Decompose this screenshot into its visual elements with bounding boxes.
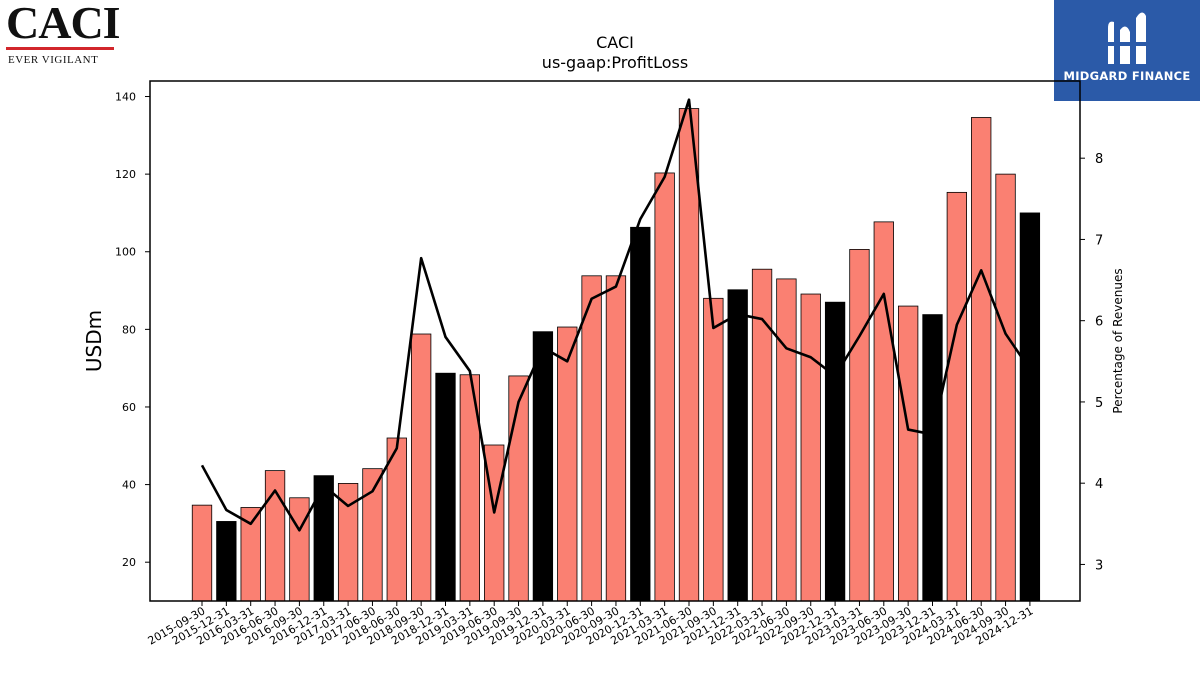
line-layer <box>200 98 1031 532</box>
midgard-mark-icon <box>1106 12 1148 65</box>
bar-2023-09-30 <box>898 305 919 601</box>
bar-2015-12-31 <box>216 521 237 601</box>
y-tick-label-140: 140 <box>115 91 136 104</box>
y2-axis-label: Percentage of Revenues <box>1111 268 1125 413</box>
y-tick-label-120: 120 <box>115 168 136 181</box>
midgard-logo-text: MIDGARD FINANCE <box>1063 69 1191 83</box>
bar-2022-12-31 <box>824 301 846 601</box>
bar-2021-06-30 <box>678 108 700 601</box>
bar-2017-06-30 <box>362 468 383 601</box>
bar-2020-12-31 <box>630 226 651 601</box>
bar-2019-09-30 <box>508 375 529 601</box>
y-tick-label-80: 80 <box>122 323 136 336</box>
y2-tick-label-6: 6 <box>1095 315 1103 330</box>
caci-logo-underline <box>6 47 114 50</box>
y-tick-label-40: 40 <box>122 479 136 492</box>
bar-2021-03-31 <box>654 172 675 601</box>
bar-2018-09-30 <box>410 333 432 601</box>
caci-logo-tagline: EVER VIGILANT <box>8 54 99 66</box>
bar-2023-03-31 <box>849 249 870 601</box>
bar-2017-03-31 <box>337 483 359 601</box>
bar-2024-09-30 <box>995 173 1016 601</box>
y2-tick-label-4: 4 <box>1095 477 1103 492</box>
bar-2016-12-31 <box>313 475 334 601</box>
bar-2024-03-31 <box>946 191 967 601</box>
bar-2021-09-30 <box>703 297 724 601</box>
bar-2022-03-31 <box>751 268 773 601</box>
bar-2024-06-30 <box>971 117 992 601</box>
bar-2023-06-30 <box>873 221 894 601</box>
bar-2019-12-31 <box>532 331 554 601</box>
bar-2020-06-30 <box>581 275 602 601</box>
bar-2024-12-31 <box>1019 212 1041 601</box>
bar-2018-06-30 <box>386 437 407 601</box>
y-tick-label-100: 100 <box>115 246 136 259</box>
bar-2016-03-31 <box>240 507 261 601</box>
y2-tick-label-8: 8 <box>1095 152 1103 167</box>
line-series-percentage <box>200 98 1031 532</box>
bar-2022-06-30 <box>776 278 797 601</box>
caci-logo-wordmark: CACI <box>6 0 121 48</box>
bar-2020-09-30 <box>605 275 627 601</box>
y2-tick-label-3: 3 <box>1095 558 1103 573</box>
bar-2015-09-30 <box>191 504 213 601</box>
y-tick-label-20: 20 <box>122 556 136 569</box>
plot-frame <box>149 80 1081 602</box>
y-axis-label: USDm <box>82 310 106 372</box>
axes-layer: 204060801001201403456782015-09-302015-12… <box>115 80 1103 648</box>
y2-tick-label-5: 5 <box>1095 396 1103 411</box>
bar-2022-09-30 <box>800 293 821 601</box>
bars-layer <box>191 108 1041 601</box>
bar-2016-09-30 <box>289 497 310 601</box>
y2-tick-label-7: 7 <box>1095 233 1103 248</box>
bar-2018-12-31 <box>435 372 456 601</box>
chart-title: CACI <box>596 33 634 52</box>
caci-logo: CACI EVER VIGILANT <box>4 0 121 68</box>
bar-2020-03-31 <box>557 326 578 601</box>
y-tick-label-60: 60 <box>122 401 136 414</box>
midgard-finance-logo: MIDGARD FINANCE <box>1054 0 1200 101</box>
bar-2023-12-31 <box>922 314 943 601</box>
bar-2021-12-31 <box>727 289 748 601</box>
chart-subtitle: us-gaap:ProfitLoss <box>542 53 688 72</box>
